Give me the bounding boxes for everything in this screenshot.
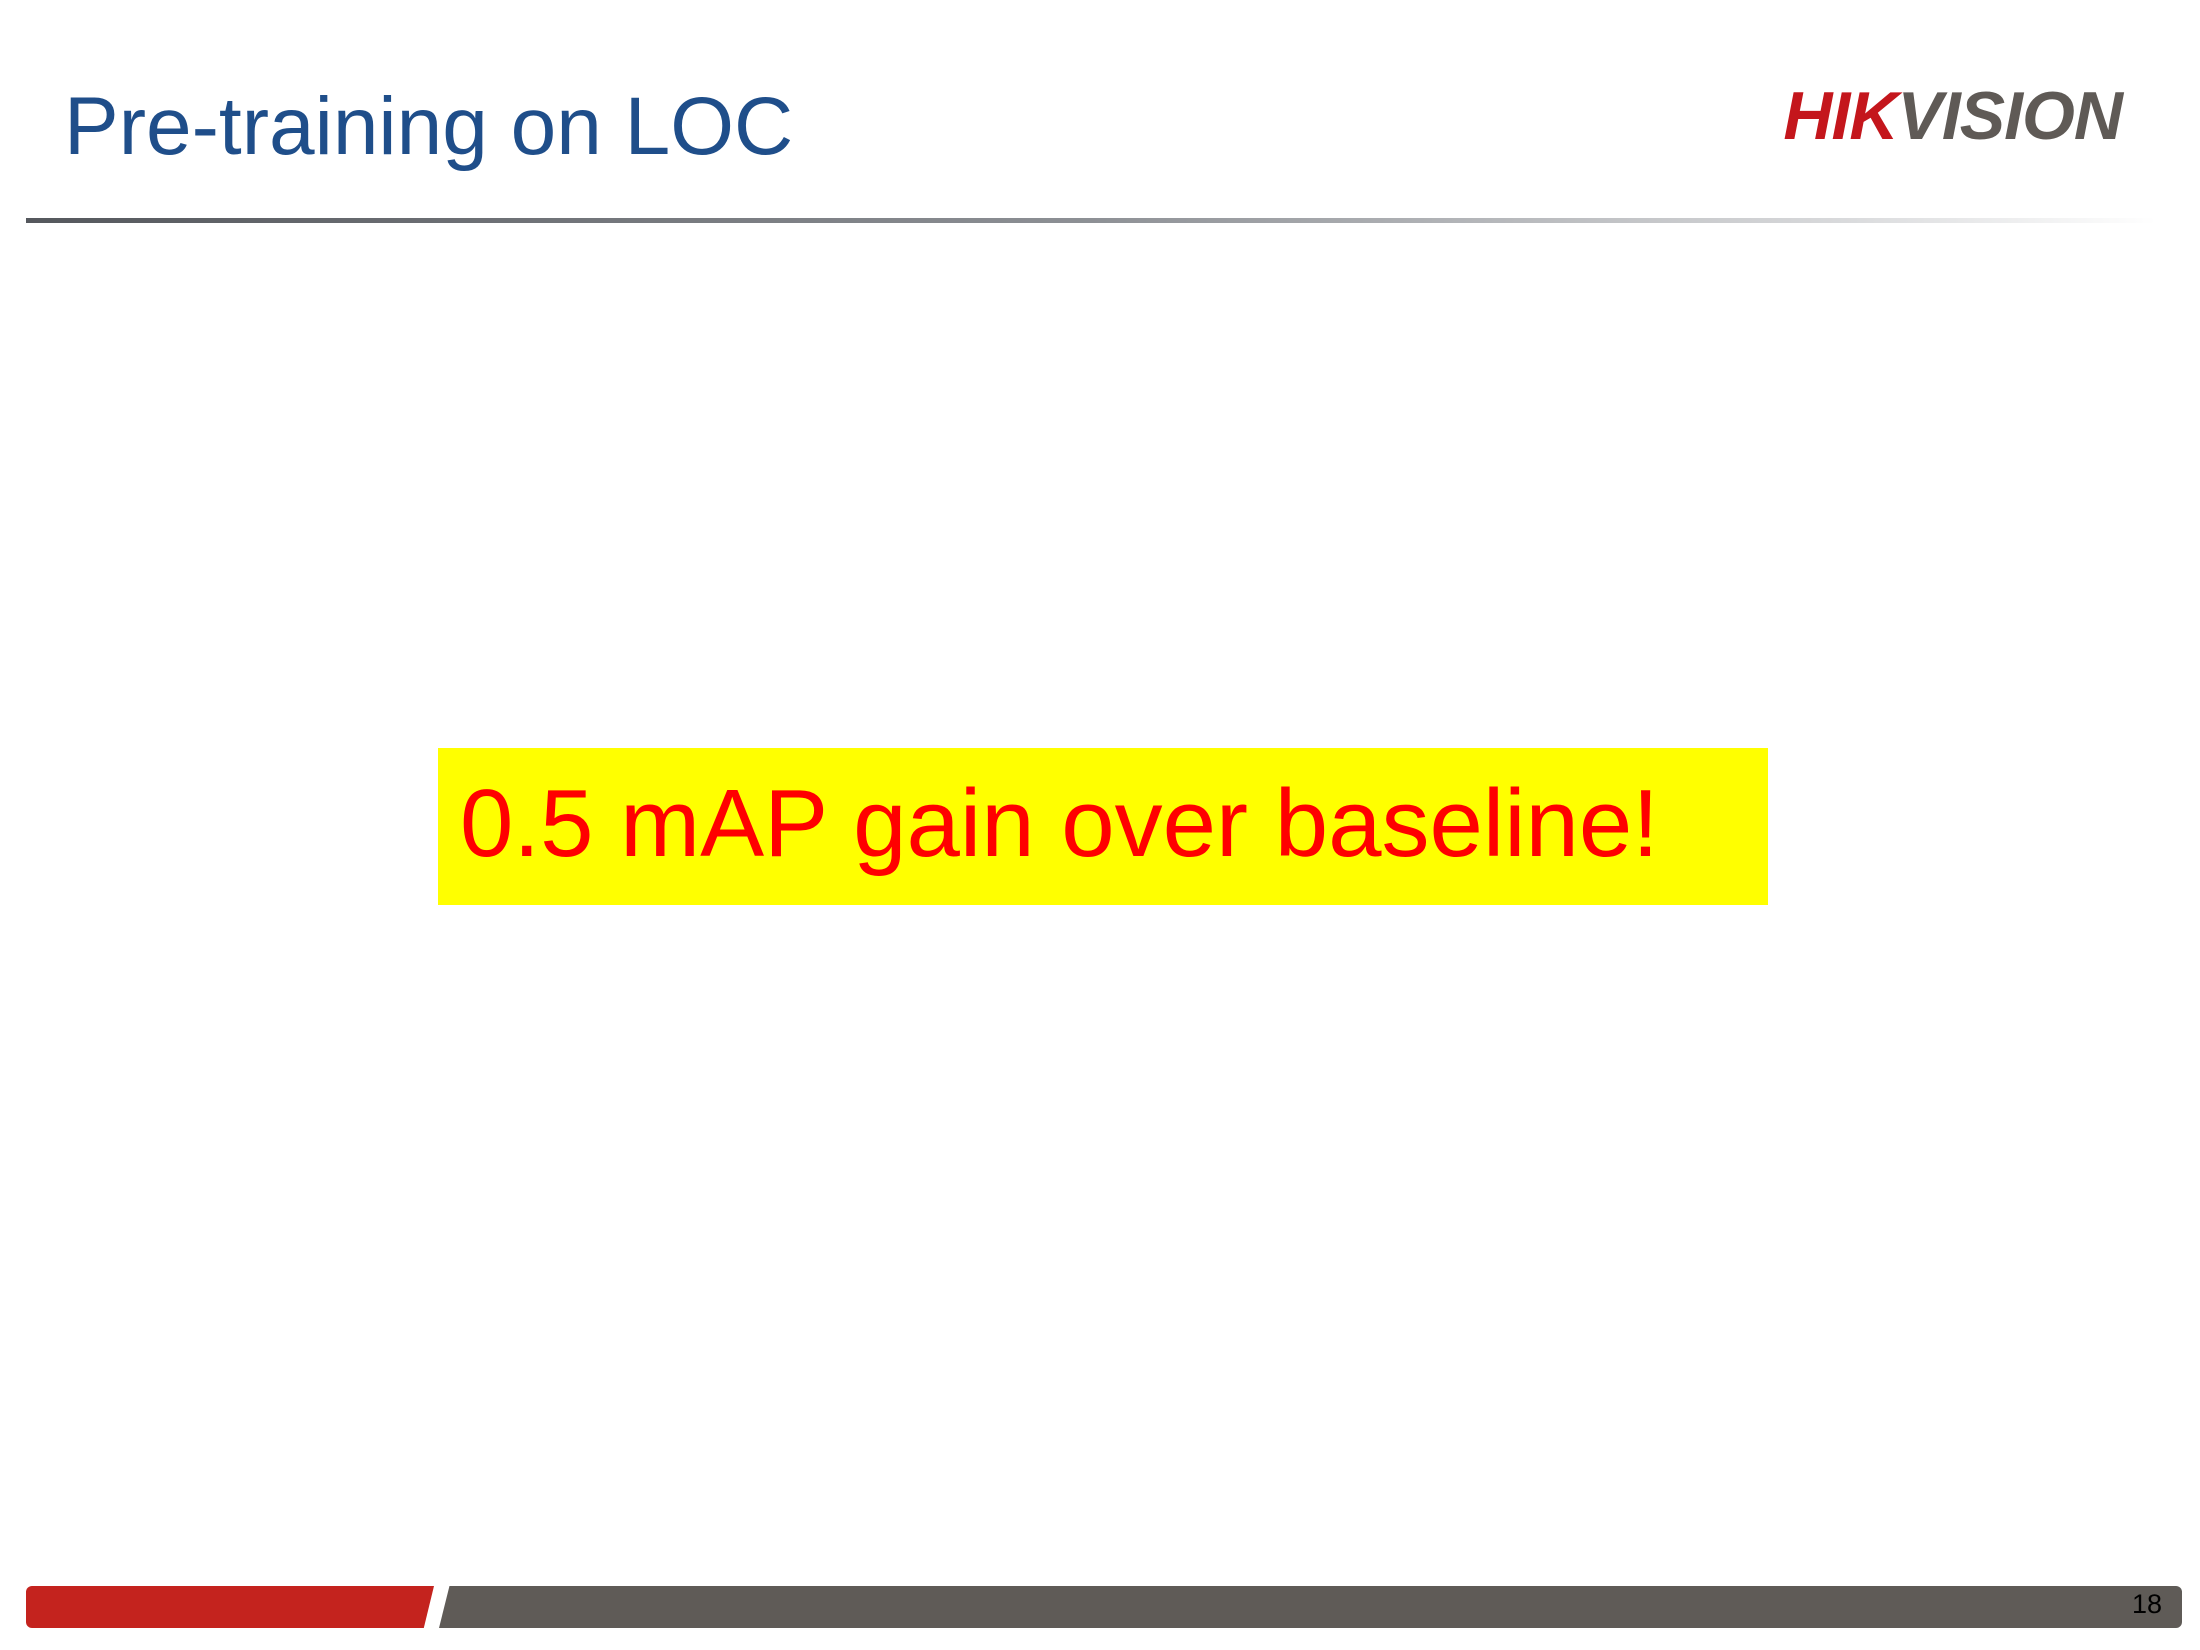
hikvision-logo: HIKVISION: [1783, 82, 2123, 150]
slide-title: Pre-training on LOC: [64, 81, 794, 172]
footer-gray-bar: [439, 1586, 2182, 1628]
highlight-text: 0.5 mAP gain over baseline!: [460, 770, 1659, 877]
footer-red-bar: [26, 1586, 434, 1628]
page-number: 18: [2131, 1589, 2162, 1619]
logo-gray-text: VISION: [1897, 78, 2123, 154]
logo-red-text: HIK: [1783, 78, 1898, 154]
title-divider: [26, 218, 2156, 223]
highlight-callout: 0.5 mAP gain over baseline!: [438, 748, 1768, 905]
